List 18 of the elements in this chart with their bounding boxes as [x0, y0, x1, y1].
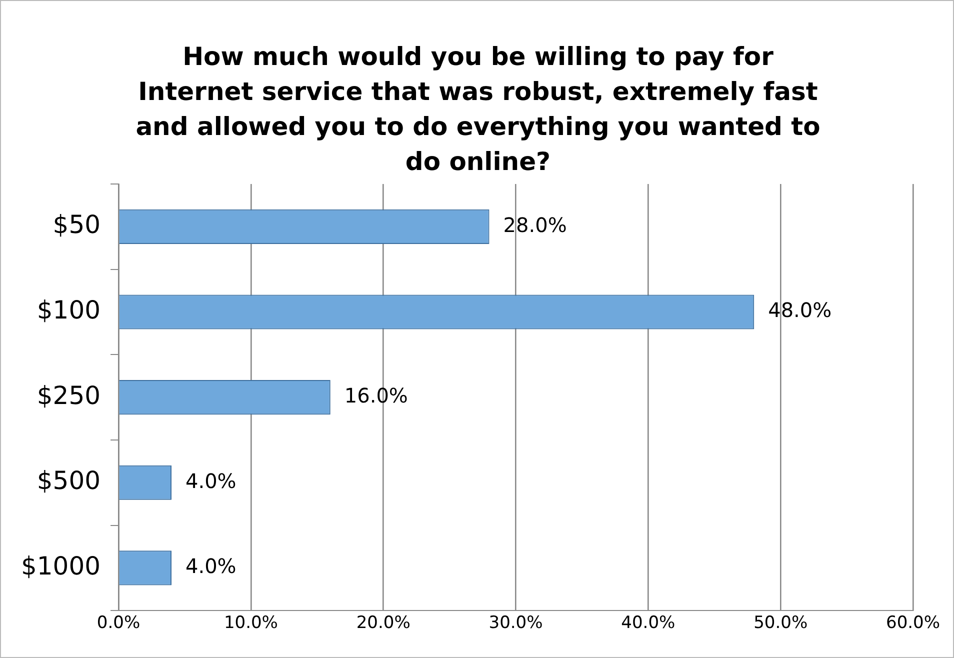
x-tick-label: 20.0% [356, 613, 410, 634]
y-tick-label: $50 [52, 210, 101, 240]
x-tick-label: 50.0% [754, 613, 808, 634]
data-label: 16.0% [344, 384, 408, 408]
y-tick-label: $250 [36, 380, 101, 410]
y-tick-label: $100 [36, 295, 101, 324]
y-tick-label: $500 [36, 466, 101, 496]
x-tick-label: 0.0% [96, 613, 140, 634]
x-tick-label: 10.0% [224, 613, 278, 634]
x-tick-label: 40.0% [621, 613, 676, 634]
chart-title: How much would you be willing to pay for Internet service that was robust, extremely fast and allowed you to do everything you wanted to do online? [134, 41, 822, 178]
data-label: 4.0% [185, 468, 236, 493]
data-label: 28.0% [503, 212, 567, 237]
y-tick-label: $1000 [21, 551, 101, 580]
x-tick-label: 30.0% [488, 613, 543, 634]
x-tick-label: 60.0% [886, 613, 940, 634]
data-label: 4.0% [185, 554, 236, 578]
data-label: 48.0% [768, 298, 832, 322]
